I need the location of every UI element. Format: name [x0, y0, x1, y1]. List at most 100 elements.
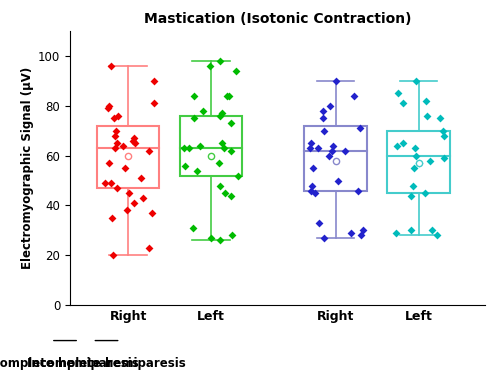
Point [423, 113, 431, 119]
Point [334, 178, 342, 184]
Bar [180, 116, 242, 176]
Point [128, 138, 136, 144]
Point [422, 98, 430, 104]
Point [120, 143, 128, 149]
Point [111, 133, 119, 139]
Point [100, 180, 108, 186]
Point [148, 210, 156, 216]
Bar [304, 126, 366, 190]
Point [440, 155, 448, 161]
Point [130, 200, 138, 206]
Point [426, 158, 434, 164]
Point [358, 232, 366, 239]
Point [180, 163, 188, 169]
Y-axis label: Electromyographic Signal (μV): Electromyographic Signal (μV) [21, 67, 34, 269]
Point [138, 175, 145, 181]
Point [356, 125, 364, 131]
Point [320, 115, 328, 122]
Point [124, 207, 132, 213]
Point [214, 160, 222, 166]
Point [346, 230, 354, 236]
Point [326, 103, 334, 109]
Point [220, 145, 228, 151]
Point [399, 140, 407, 146]
Point [228, 120, 235, 126]
Point [190, 93, 198, 99]
Point [312, 190, 320, 196]
Point [218, 110, 226, 117]
Point [106, 180, 114, 186]
Point [440, 128, 448, 134]
Point [320, 128, 328, 134]
Point [206, 63, 214, 69]
Point [224, 93, 232, 99]
Point [232, 68, 240, 74]
Point [308, 165, 316, 171]
Point [228, 232, 236, 239]
Point [218, 140, 226, 146]
Point [199, 108, 207, 114]
Point [408, 183, 416, 189]
Point [110, 115, 118, 122]
Point [114, 113, 122, 119]
Point [224, 93, 232, 99]
Point [341, 147, 349, 154]
Point [320, 235, 328, 241]
Point [415, 160, 423, 166]
Text: Incomplete hemiparesis: Incomplete hemiparesis [27, 357, 186, 370]
Point [150, 100, 158, 107]
Point [112, 128, 120, 134]
Point [306, 145, 314, 151]
Point [186, 145, 194, 151]
Point [412, 78, 420, 84]
Point [412, 152, 420, 159]
Point [132, 140, 140, 146]
Point [434, 232, 442, 239]
Point [428, 227, 436, 233]
Point [216, 58, 224, 64]
Point [410, 165, 418, 171]
Point [106, 103, 114, 109]
Point [112, 185, 120, 191]
Point [139, 195, 147, 201]
Point [420, 190, 428, 196]
Point [234, 172, 242, 179]
Point [406, 192, 414, 199]
Point [130, 135, 138, 142]
Point [398, 100, 406, 107]
Point [105, 160, 113, 166]
Point [318, 108, 326, 114]
Point [332, 78, 340, 84]
Point [315, 220, 323, 226]
Point [410, 145, 418, 151]
Title: Mastication (Isotonic Contraction): Mastication (Isotonic Contraction) [144, 12, 411, 26]
Point [121, 165, 129, 171]
Point [328, 143, 336, 149]
Point [190, 115, 198, 122]
Point [308, 183, 316, 189]
Point [328, 147, 336, 154]
Point [150, 78, 158, 84]
Point [106, 63, 114, 69]
Text: Complete hemiparesis: Complete hemiparesis [0, 357, 139, 370]
Bar [388, 131, 450, 193]
Bar [97, 126, 159, 188]
Point [104, 105, 112, 111]
Point [308, 187, 316, 194]
Point [394, 90, 402, 97]
Point [216, 113, 224, 119]
Point [146, 147, 154, 154]
Point [108, 215, 116, 221]
Point [354, 187, 362, 194]
Point [208, 235, 216, 241]
Point [112, 140, 120, 146]
Point [221, 190, 229, 196]
Point [125, 190, 133, 196]
Point [112, 145, 120, 151]
Point [325, 152, 333, 159]
Point [226, 147, 234, 154]
Point [436, 115, 444, 122]
Point [392, 230, 400, 236]
Point [359, 227, 367, 233]
Point [440, 133, 448, 139]
